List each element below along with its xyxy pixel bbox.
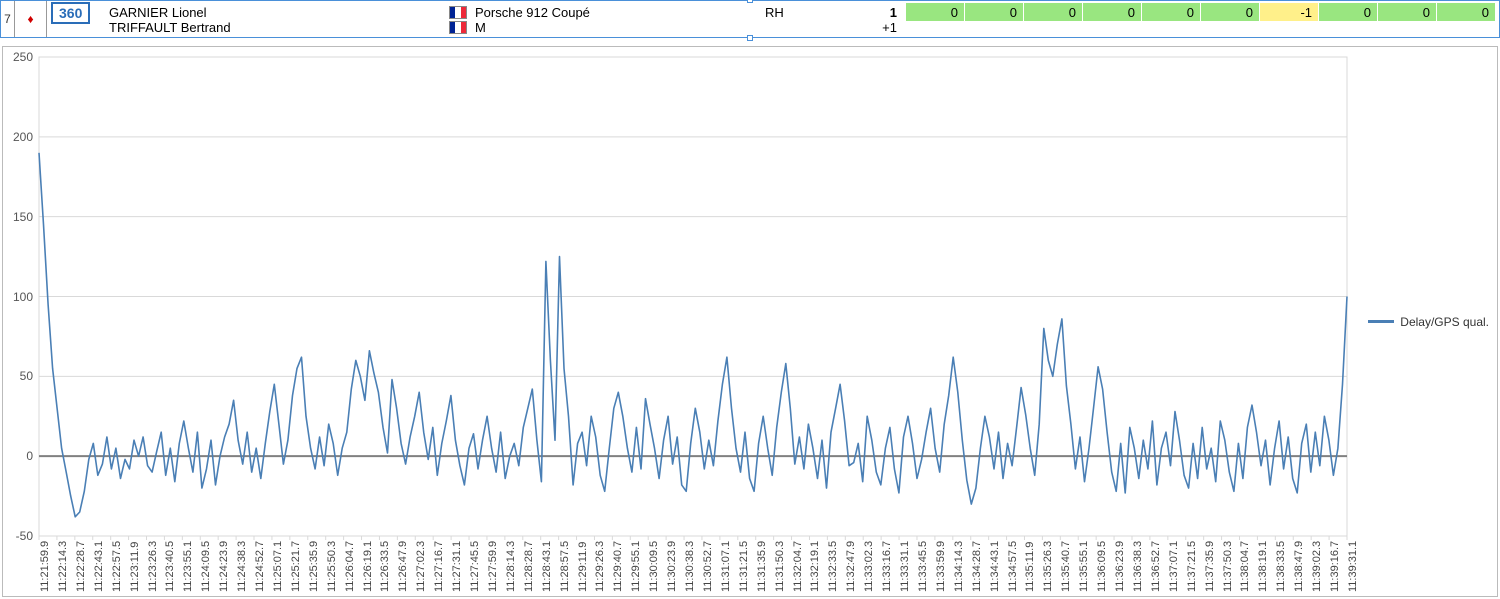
chart-svg <box>3 47 1497 596</box>
result-cell: -1 <box>1259 3 1318 21</box>
trend-cell: ♦ <box>15 1 47 37</box>
y-tick-label: 100 <box>3 290 37 304</box>
delay-chart[interactable]: Delay/GPS qual. -5005010015020025011:21:… <box>2 46 1498 597</box>
car-model: Porsche 912 Coupé <box>475 5 590 20</box>
class-code: RH <box>765 5 784 20</box>
result-cell: 0 <box>1023 3 1082 21</box>
driver-2: TRIFFAULT Bertrand <box>109 20 231 35</box>
result-cell: 0 <box>1200 3 1259 21</box>
result-cell: 0 <box>1318 3 1377 21</box>
trend-icon: ♦ <box>27 13 33 25</box>
row-index: 7 <box>1 1 15 37</box>
result-cell: 0 <box>1082 3 1141 21</box>
result-cell: 0 <box>1377 3 1436 21</box>
y-tick-label: 150 <box>3 210 37 224</box>
y-tick-label: 50 <box>3 369 37 383</box>
car-number: 360 <box>51 2 90 24</box>
result-cell: 0 <box>905 3 964 21</box>
result-cell: 0 <box>964 3 1023 21</box>
position-gap: +1 <box>882 20 897 35</box>
chart-legend: Delay/GPS qual. <box>1368 315 1489 329</box>
flag-icon <box>449 21 467 34</box>
flag-icon <box>449 6 467 19</box>
competitor-row[interactable]: 7 ♦ 360 GARNIER Lionel TRIFFAULT Bertran… <box>0 0 1500 38</box>
legend-swatch <box>1368 320 1394 323</box>
class-cell: RH <box>761 1 821 37</box>
flags-cell <box>447 1 469 37</box>
drivers-cell: GARNIER Lionel TRIFFAULT Bertrand <box>105 1 405 37</box>
y-tick-label: 250 <box>3 50 37 64</box>
car-number-cell: 360 <box>47 3 101 23</box>
y-tick-label: 200 <box>3 130 37 144</box>
legend-label: Delay/GPS qual. <box>1400 315 1489 329</box>
position-cell: 1 +1 <box>871 1 901 37</box>
y-tick-label: -50 <box>3 529 37 543</box>
driver-1: GARNIER Lionel <box>109 5 207 20</box>
position: 1 <box>890 5 897 20</box>
result-cell: 0 <box>1436 3 1495 21</box>
car-category: M <box>475 20 486 35</box>
results-strip: 000000-1000 <box>905 3 1495 21</box>
result-cell: 0 <box>1141 3 1200 21</box>
car-cell: Porsche 912 Coupé M <box>471 1 751 37</box>
y-tick-label: 0 <box>3 449 37 463</box>
